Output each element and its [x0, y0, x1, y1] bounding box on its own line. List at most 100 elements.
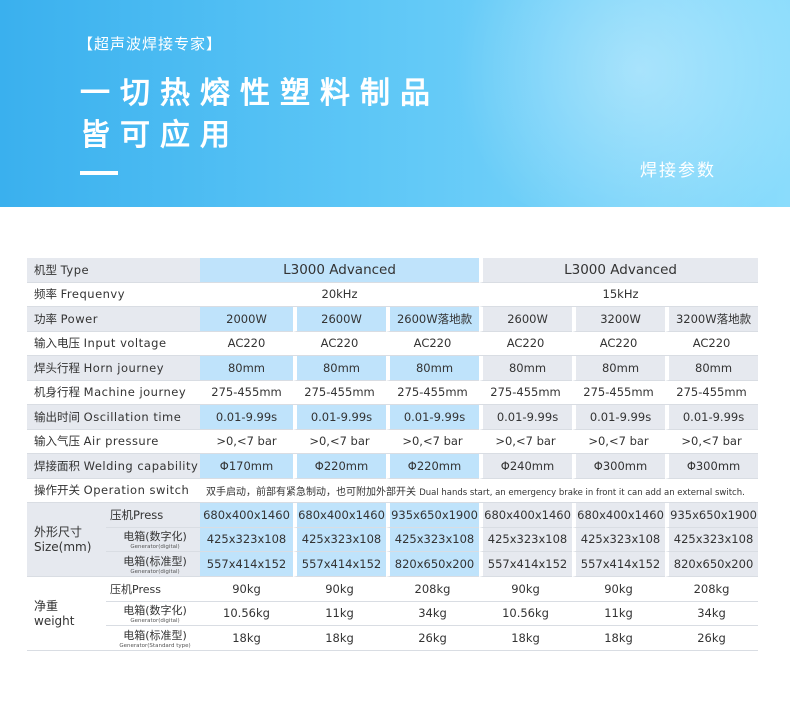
cell: 0.01-9.99s	[479, 405, 573, 430]
row-type: 机型 Type L3000 Advanced L3000 Advanced	[27, 258, 759, 283]
cell: 26kg	[386, 626, 480, 651]
row-label: 输入电压 Input voltage	[27, 332, 200, 356]
cell: 935x650x1900	[386, 503, 480, 528]
cell: 935x650x1900	[665, 503, 759, 528]
banner-accent-bar	[80, 171, 118, 175]
cell: 0.01-9.99s	[200, 405, 293, 430]
cell: 3200W	[572, 307, 666, 332]
row-welding-capability: 焊接面积 Welding capability Φ170mm Φ220mm Φ2…	[27, 454, 759, 479]
header-banner: 【超声波焊接专家】 一切热熔性塑料制品 皆可应用 焊接参数	[0, 0, 790, 207]
cell: 557x414x152	[572, 552, 666, 577]
row-horn-journey: 焊头行程 Horn journey 80mm 80mm 80mm 80mm 80…	[27, 356, 759, 381]
cell: 18kg	[572, 626, 666, 651]
cell: 557x414x152	[479, 552, 573, 577]
row-label: 焊接面积 Welding capability	[27, 454, 200, 479]
cell: 80mm	[572, 356, 666, 381]
banner-headline-line-1: 一切热熔性塑料制品	[80, 76, 440, 111]
model-b: L3000 Advanced	[479, 258, 759, 283]
cell: 18kg	[479, 626, 573, 651]
banner-headline-line-2: 皆可应用	[80, 118, 240, 153]
cell: 425x323x108	[572, 527, 666, 553]
cell: 680x400x1460	[200, 503, 293, 528]
cell: AC220	[572, 332, 666, 356]
row-label: 机型 Type	[27, 258, 200, 283]
cell: 275-455mm	[479, 381, 573, 405]
cell: Φ170mm	[200, 454, 293, 479]
cell: 11kg	[572, 602, 666, 627]
cell: 2000W	[200, 307, 293, 332]
banner-tagline: 【超声波焊接专家】	[78, 35, 223, 53]
row-label: 输入气压 Air pressure	[27, 430, 200, 454]
cell: 20kHz	[200, 283, 480, 307]
cell: 425x323x108	[293, 527, 386, 553]
cell: 80mm	[200, 356, 293, 381]
cell: 10.56kg	[200, 602, 293, 627]
weight-gen-standard-label: 电箱(标准型) Generator(Standard type)	[119, 628, 191, 649]
cell: 90kg	[293, 577, 386, 602]
weight-gen-digital-label: 电箱(数字化) Generator(digital)	[106, 602, 200, 626]
row-frequency: 频率 Frequenvy 20kHz 15kHz	[27, 282, 759, 307]
row-weight-gen-standard: 18kg 18kg 26kg 18kg 18kg 26kg	[27, 626, 759, 651]
cell: 557x414x152	[293, 552, 386, 577]
size-gen-digital-label: 电箱(数字化) Generator(digital)	[106, 528, 200, 552]
cell: 680x400x1460	[572, 503, 666, 528]
row-machine-journey: 机身行程 Machine journey 275-455mm 275-455mm…	[27, 381, 759, 405]
row-operation-switch: 操作开关 Operation switch 双手启动，前部有紧急制动，也可附加外…	[27, 479, 759, 503]
cell: 208kg	[665, 577, 759, 602]
cell: 0.01-9.99s	[386, 405, 480, 430]
cell: 18kg	[200, 626, 293, 651]
cell: >0,<7 bar	[479, 430, 573, 454]
cell: 820x650x200	[386, 552, 480, 577]
cell: 18kg	[293, 626, 386, 651]
row-voltage: 输入电压 Input voltage AC220 AC220 AC220 AC2…	[27, 332, 759, 356]
cell: 90kg	[200, 577, 293, 602]
row-size-press: 外形尺寸 Size(mm) 压机Press 电箱(数字化) Generator(…	[27, 503, 759, 577]
model-a: L3000 Advanced	[200, 258, 480, 283]
cell: >0,<7 bar	[293, 430, 386, 454]
cell: 275-455mm	[572, 381, 666, 405]
cell: 425x323x108	[386, 527, 480, 553]
cell: 2600W落地款	[386, 307, 480, 332]
cell: >0,<7 bar	[200, 430, 293, 454]
cell: 2600W	[293, 307, 386, 332]
spec-table: 机型 Type L3000 Advanced L3000 Advanced 频率…	[27, 258, 759, 651]
cell: 11kg	[293, 602, 386, 627]
cell: 34kg	[386, 602, 480, 627]
size-group: 外形尺寸 Size(mm) 压机Press 电箱(数字化) Generator(…	[27, 503, 200, 577]
weight-press-label: 压机Press	[106, 577, 200, 602]
cell: 0.01-9.99s	[293, 405, 386, 430]
weight-label: 净重 weight	[27, 577, 106, 650]
size-press-label: 压机Press	[106, 503, 200, 528]
cell: >0,<7 bar	[572, 430, 666, 454]
cell: Φ220mm	[293, 454, 386, 479]
cell: 90kg	[572, 577, 666, 602]
cell: 425x323x108	[200, 527, 293, 553]
cell: 275-455mm	[293, 381, 386, 405]
cell: 0.01-9.99s	[572, 405, 666, 430]
row-weight-press: 净重 weight 压机Press 电箱(数字化) Generator(digi…	[27, 577, 759, 651]
cell: 557x414x152	[200, 552, 293, 577]
cell: 275-455mm	[665, 381, 759, 405]
cell: >0,<7 bar	[665, 430, 759, 454]
cell: Φ240mm	[479, 454, 573, 479]
row-label: 输出时间 Oscillation time	[27, 405, 200, 430]
cell: 26kg	[665, 626, 759, 651]
cell: 80mm	[665, 356, 759, 381]
row-weight-gen-digital: 10.56kg 11kg 34kg 10.56kg 11kg 34kg	[27, 602, 759, 627]
cell: AC220	[293, 332, 386, 356]
cell: 34kg	[665, 602, 759, 627]
cell: AC220	[386, 332, 480, 356]
cell: 680x400x1460	[293, 503, 386, 528]
row-label: 机身行程 Machine journey	[27, 381, 200, 405]
cell: 208kg	[386, 577, 480, 602]
row-air-pressure: 输入气压 Air pressure >0,<7 bar >0,<7 bar >0…	[27, 430, 759, 454]
row-label: 操作开关 Operation switch	[27, 479, 200, 503]
cell: AC220	[665, 332, 759, 356]
cell: 425x323x108	[665, 527, 759, 553]
cell: >0,<7 bar	[386, 430, 480, 454]
cell: 10.56kg	[479, 602, 573, 627]
size-gen-standard-label: 电箱(标准型) Generator(digital)	[123, 554, 187, 575]
section-title: 焊接参数	[640, 161, 716, 181]
row-size-gen-standard: 557x414x152 557x414x152 820x650x200 557x…	[27, 552, 759, 577]
cell: AC220	[200, 332, 293, 356]
